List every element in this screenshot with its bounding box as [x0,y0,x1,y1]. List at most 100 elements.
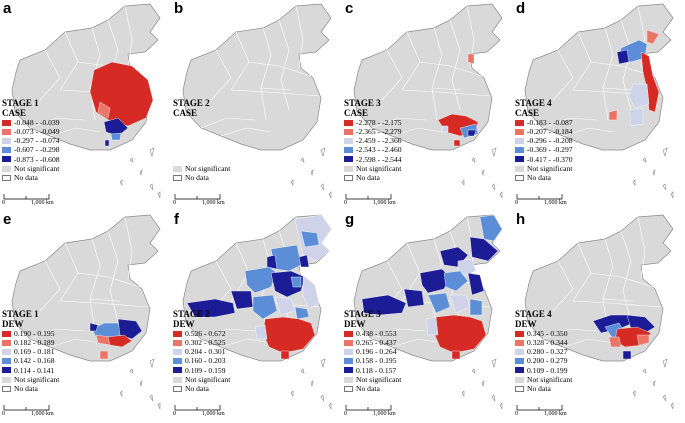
south-sea-islands [632,358,674,410]
panel-letter: d [516,0,526,17]
legend-swatch [2,137,11,144]
significant-region [469,298,483,316]
significant-region [361,294,407,316]
panel-letter: e [3,211,12,228]
china-map-e [11,214,161,410]
legend-range: -2.598 - -2.544 [356,154,402,164]
china-map-d [524,3,674,199]
legend-swatch [515,137,524,144]
significant-region [646,29,660,45]
legend-range: -0.207 - -0.184 [527,126,573,136]
significant-region [274,296,296,316]
legend-range: -0.296 - -0.208 [527,136,573,146]
legend-swatch [515,165,524,172]
china-map-c [353,3,503,199]
province-borders [200,5,320,137]
legend-swatch [515,367,524,374]
legend-item: 0.190 - 0.195 [2,329,59,338]
legend-item: 0.169 - 0.181 [2,347,59,356]
legend-item: -0.417 - -0.370 [515,155,573,164]
legend-swatch [2,128,11,135]
legend-range: 0.190 - 0.195 [14,328,55,338]
legend-range: -2.278 - -2.175 [356,117,402,127]
legend-stage: STAGE 2 [173,98,210,108]
legend-stage: STAGE 3 [344,98,381,108]
legend-swatch [344,385,353,392]
legend-range: 0.345 - 0.350 [527,328,568,338]
significant-region [457,258,477,276]
significant-region [302,274,320,310]
legend-item: Not significant [344,164,402,173]
scale-max: 1,000 km [202,411,225,417]
legend-not-significant: Not significant [185,163,231,173]
legend-swatch [344,174,353,181]
legend-range: -0.183 - -0.087 [527,117,573,127]
china-map-b [182,3,332,199]
legend-swatch [344,156,353,163]
significant-region [252,294,278,320]
scale-bar: 0 1,000 km [2,404,54,422]
legend-item: Not significant [2,375,59,384]
legend-stage: STAGE 1 [2,98,39,108]
legend-swatch [344,358,353,365]
south-sea-islands [290,358,332,410]
legend-range: 0.265 - 0.437 [356,337,397,347]
legend-range: 0.438 - 0.553 [356,328,397,338]
significant-region [99,350,109,360]
legend-item: No data [2,384,59,393]
legend-swatch [344,330,353,337]
significant-region [107,334,133,348]
legend: STAGE 2 DEW 0.526 - 0.672 0.302 - 0.525 … [173,309,230,393]
legend-variable: DEW [515,319,537,329]
legend-range: -0.073 - -0.049 [14,126,60,136]
legend-item: -2.278 - -2.175 [344,118,402,127]
province-borders [542,216,662,348]
scale-bar: 0 1,000 km [173,193,225,211]
legend-no-data: No data [356,172,380,182]
legend-swatch [173,376,182,383]
legend-item: 0.196 - 0.264 [344,347,401,356]
panel-h: h STAGE 4 DEW 0.345 - 0.350 0.328 - 0.34… [513,211,684,422]
legend-range: 0.526 - 0.672 [185,328,226,338]
legend-item: Not significant [173,164,230,173]
legend-swatch [173,165,182,172]
legend-item: 0.280 - 0.327 [515,347,572,356]
significant-region [97,101,111,119]
legend-range: 0.280 - 0.327 [527,347,568,357]
legend-swatch [2,174,11,181]
legend: STAGE 1 CASE -0.048 - -0.039 -0.073 - -0… [2,98,60,182]
legend-range: -0.873 - -0.608 [14,154,60,164]
province-borders [29,216,149,348]
significant-region [636,334,650,346]
legend-range: 0.160 - 0.203 [185,356,226,366]
legend-swatch [173,330,182,337]
panel-letter: c [345,0,354,17]
legend-range: -0.297 - -0.074 [14,136,60,146]
legend-item: 0.345 - 0.350 [515,329,572,338]
legend-swatch [173,339,182,346]
legend-swatch [2,147,11,154]
legend-item: 0.114 - 0.141 [2,366,59,375]
legend-item: 0.265 - 0.437 [344,338,401,347]
scale-zero: 0 [515,411,518,417]
legend-range: 0.142 - 0.168 [14,356,55,366]
legend-swatch [2,156,11,163]
significant-region [451,350,461,360]
scale-max: 1,000 km [544,200,567,206]
legend-swatch [344,128,353,135]
legend-swatch [344,376,353,383]
legend-swatch [2,330,11,337]
legend-stage: STAGE 4 [515,98,552,108]
panel-letter: h [516,211,526,228]
legend-no-data: No data [527,383,551,393]
legend-no-data: No data [14,383,38,393]
significant-region [467,272,485,296]
legend-no-data: No data [185,172,209,182]
legend-item: -0.297 - -0.074 [2,136,60,145]
scale-max: 1,000 km [373,411,396,417]
legend-item: No data [173,173,230,182]
significant-region [467,53,475,65]
panel-a: a STAGE 1 CASE -0.048 - -0.039 -0.073 - … [0,0,171,211]
province-borders [542,5,662,137]
legend-item: 0.109 - 0.199 [515,366,572,375]
